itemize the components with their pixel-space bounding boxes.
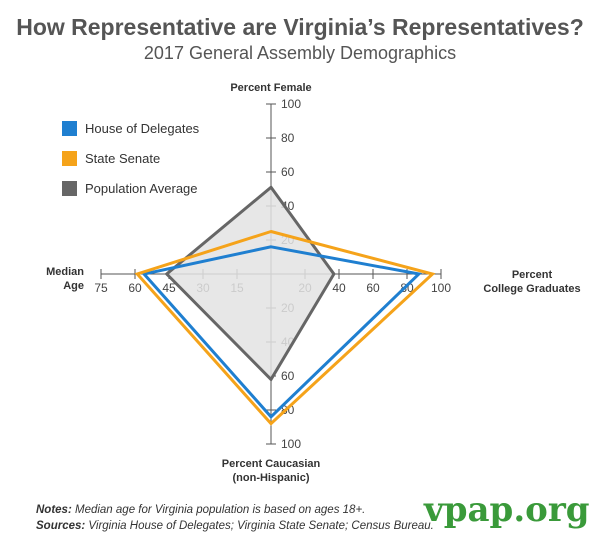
axis-label-female: Percent Female (230, 82, 311, 94)
legend-label-senate: State Senate (85, 150, 161, 166)
legend-label-house: House of Delegates (85, 120, 200, 136)
legend-item-senate: State Senate (62, 143, 199, 173)
series-group (134, 185, 436, 426)
legend-swatch-senate (62, 150, 77, 166)
axis-label-age-line-0: Median (46, 266, 84, 278)
brand-logo: vpap.org (424, 490, 590, 530)
axis-label-caucasian: Percent Caucasian (non-Hispanic) (222, 458, 321, 484)
series-population-average (164, 185, 336, 382)
legend: House of Delegates State Senate Populati… (62, 113, 199, 203)
tick-label-college-3: 80 (400, 281, 414, 295)
notes-block: Notes: Median age for Virginia populatio… (36, 502, 434, 534)
axis-label-age: Median Age (46, 266, 84, 292)
tick-label-female-2: 60 (281, 165, 295, 179)
sources-text: Virginia House of Delegates; Virginia St… (88, 520, 434, 532)
axis-label-college: Percent College Graduates (483, 269, 580, 295)
tick-label-college-4: 100 (431, 281, 451, 295)
legend-item-population: Population Average (62, 173, 199, 203)
legend-item-house: House of Delegates (62, 113, 199, 143)
chart-subtitle: 2017 General Assembly Demographics (143, 43, 457, 63)
series-state-senate (134, 229, 436, 426)
tick-label-female-4: 100 (281, 97, 301, 111)
axis-label-caucasian-line-0: Percent Caucasian (222, 458, 321, 470)
tick-label-age-2: 45 (162, 281, 176, 295)
tick-label-college-1: 40 (332, 281, 346, 295)
tick-label-age-3: 60 (128, 281, 142, 295)
legend-swatch-population (62, 180, 77, 196)
tick-label-caucasian-4: 100 (281, 437, 301, 451)
axis-label-caucasian-line-1: (non-Hispanic) (233, 472, 310, 484)
notes-text: Median age for Virginia population is ba… (74, 504, 366, 516)
axis-label-college-line-0: Percent (512, 269, 553, 281)
legend-label-population: Population Average (85, 180, 198, 196)
axis-label-age-line-1: Age (63, 280, 84, 292)
series-house-of-delegates (141, 245, 423, 419)
chart-title: How Representative are Virginia’s Repres… (16, 14, 584, 40)
notes-label: Notes: (36, 504, 72, 516)
notes-line: Notes: Median age for Virginia populatio… (36, 502, 434, 518)
axis-label-college-line-1: College Graduates (483, 283, 580, 295)
tick-label-age-4: 75 (94, 281, 108, 295)
tick-label-caucasian-2: 60 (281, 369, 295, 383)
legend-swatch-house (62, 120, 77, 136)
sources-line: Sources: Virginia House of Delegates; Vi… (36, 518, 434, 534)
sources-label: Sources: (36, 520, 86, 532)
tick-label-college-2: 60 (366, 281, 380, 295)
tick-label-female-3: 80 (281, 131, 295, 145)
